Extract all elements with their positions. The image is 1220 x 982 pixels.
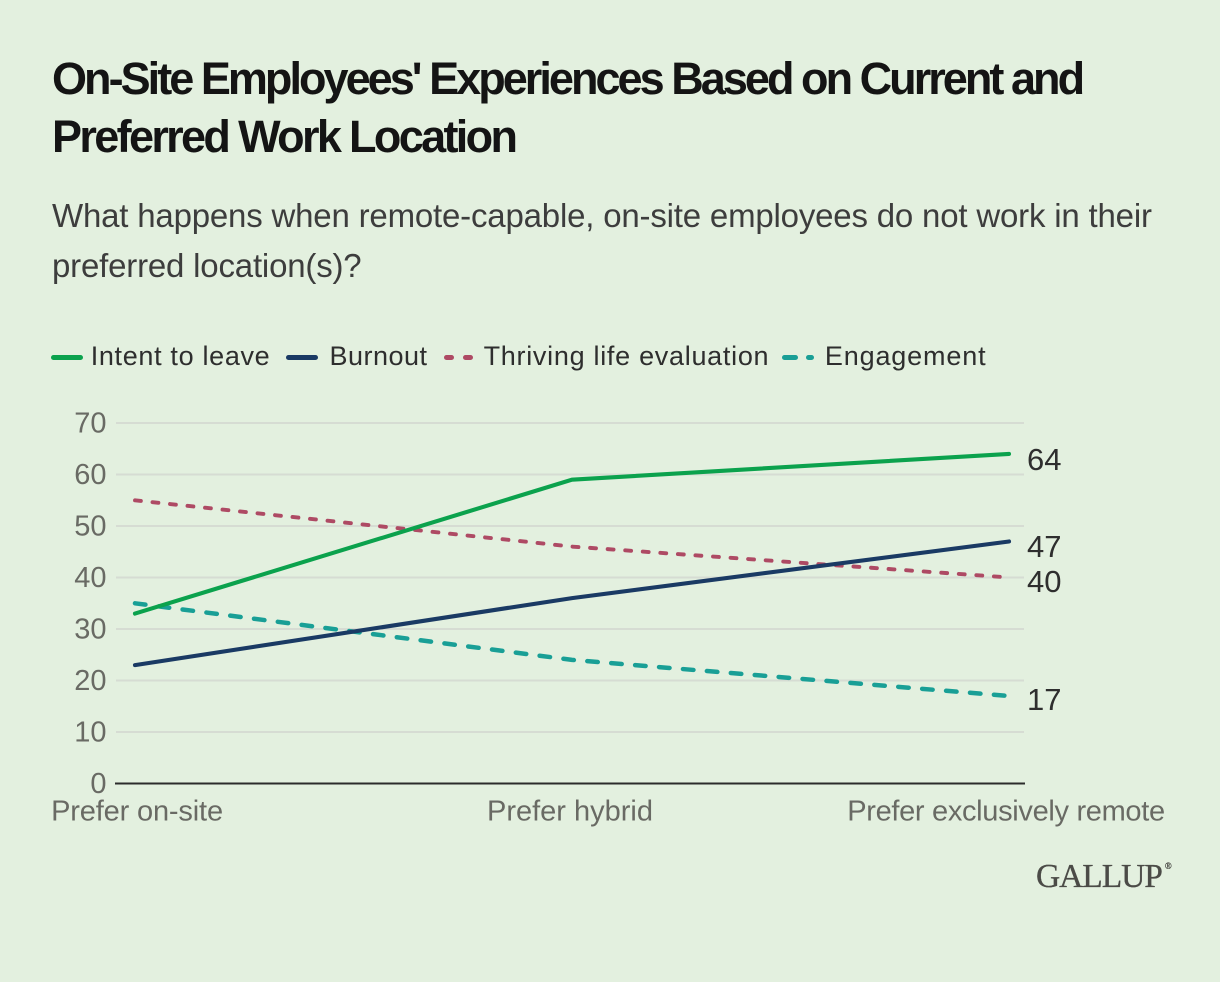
svg-text:30: 30 [74,614,106,646]
svg-text:17: 17 [1027,682,1061,717]
svg-text:10: 10 [74,717,106,749]
svg-text:0: 0 [90,768,106,800]
svg-text:50: 50 [74,511,106,543]
svg-text:40: 40 [74,562,106,594]
svg-text:47: 47 [1027,529,1061,564]
svg-text:60: 60 [74,459,106,491]
svg-text:70: 70 [74,408,106,440]
svg-text:Prefer on-site: Prefer on-site [51,796,223,828]
svg-text:64: 64 [1027,442,1061,477]
svg-text:20: 20 [74,665,106,697]
svg-text:40: 40 [1027,564,1061,599]
svg-text:Prefer hybrid: Prefer hybrid [487,796,653,828]
svg-text:Prefer exclusively remote: Prefer exclusively remote [847,796,1165,828]
